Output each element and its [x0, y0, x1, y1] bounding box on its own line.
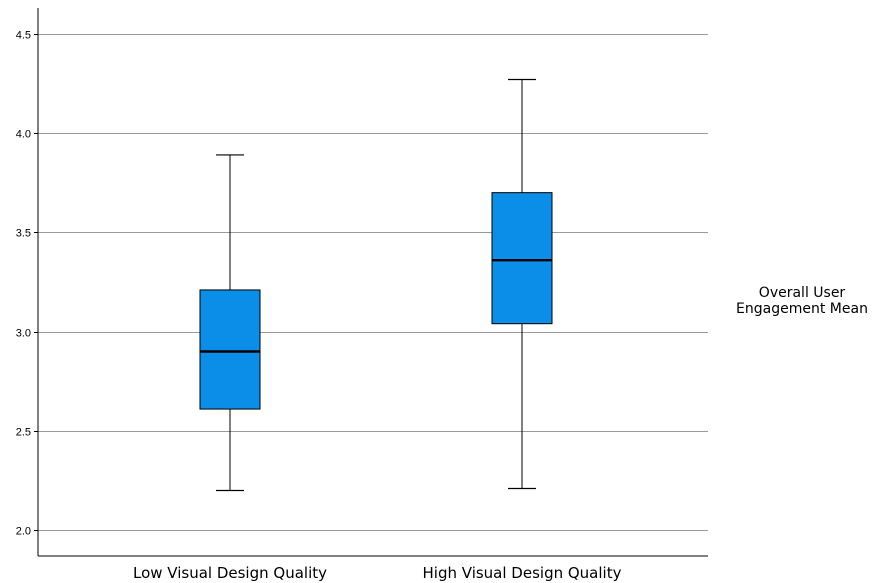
- category-label: High Visual Design Quality: [423, 564, 622, 582]
- y-tick-label: 4.0: [16, 129, 31, 141]
- legend-line-1: Overall User: [759, 285, 846, 301]
- y-tick-label: 2.0: [16, 526, 31, 538]
- category-label: Low Visual Design Quality: [133, 564, 327, 582]
- y-tick-label: 3.5: [16, 228, 31, 240]
- iqr-box: [199, 289, 261, 410]
- y-tick-label: 4.5: [16, 30, 31, 42]
- iqr-box: [491, 192, 553, 325]
- legend-line-2: Engagement Mean: [736, 301, 868, 317]
- box-1: [199, 154, 261, 492]
- box-2: [491, 78, 553, 490]
- y-tick-label: 2.5: [16, 427, 31, 439]
- category-labels: Low Visual Design Quality High Visual Des…: [133, 564, 622, 582]
- legend: Overall User Engagement Mean: [736, 285, 868, 317]
- y-tick-label: 3.0: [16, 328, 31, 340]
- gridlines: [38, 34, 708, 531]
- y-tick-labels: 2.0 2.5 3.0 3.5 4.0 4.5: [16, 30, 38, 538]
- axes: [37, 8, 708, 557]
- boxes: [199, 78, 553, 492]
